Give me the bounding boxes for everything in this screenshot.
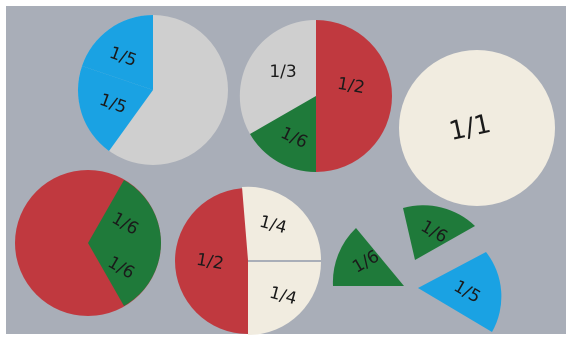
green-sixth-upper <box>88 180 161 243</box>
circle-fifths-grey-blue: 1/5 1/5 <box>77 15 228 165</box>
label-circle5-half: 1/2 <box>195 250 225 274</box>
label-circle2-third: 1/3 <box>269 62 296 82</box>
loose-green-sixth-right: 1/6 <box>403 205 475 260</box>
circle-half-quarters: 1/2 1/4 1/4 <box>175 186 322 335</box>
green-sixth <box>250 96 316 173</box>
red-half-left <box>175 188 248 334</box>
circle-red-green-sixths: 1/6 1/6 <box>15 170 161 316</box>
red-half <box>316 20 392 172</box>
green-sixth-lower <box>88 243 161 306</box>
circle-whole-cream: 1/1 <box>399 50 555 206</box>
label-circle2-half: 1/2 <box>336 74 366 98</box>
cream-quarter-top <box>242 186 322 260</box>
grey-third <box>239 19 316 135</box>
loose-blue-fifth: 1/5 <box>418 252 502 332</box>
blue-fifth-top <box>82 15 153 90</box>
blue-fifth-bottom <box>77 66 153 151</box>
cream-quarter-bottom <box>248 262 321 335</box>
circle-half-third-sixth: 1/3 1/2 1/6 <box>239 19 392 173</box>
loose-green-sixth-left: 1/6 <box>332 228 404 286</box>
